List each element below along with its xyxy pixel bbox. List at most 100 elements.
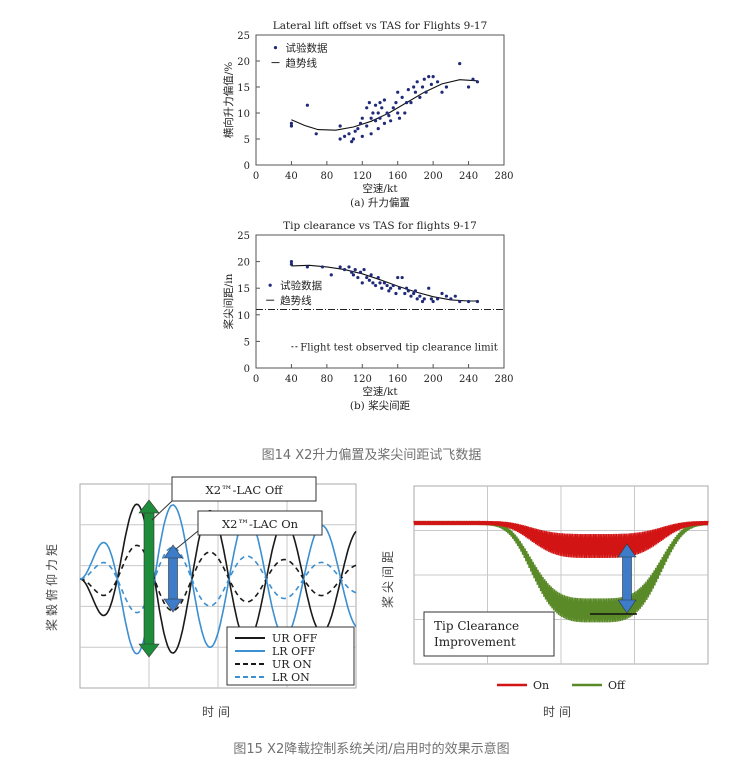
data-point xyxy=(373,119,378,123)
data-point xyxy=(369,132,373,136)
lac-on-label: X2™-LAC On xyxy=(222,517,299,531)
data-point xyxy=(418,294,422,298)
data-point xyxy=(409,294,413,298)
data-point xyxy=(365,124,369,128)
data-point xyxy=(391,106,395,110)
x-tick-label: 40 xyxy=(285,374,298,385)
data-point xyxy=(385,283,389,288)
off-amplitude-arrow xyxy=(138,499,160,658)
data-point xyxy=(376,275,380,280)
data-point xyxy=(397,286,402,290)
data-point xyxy=(289,262,294,266)
y-tick-label: 25 xyxy=(237,231,250,242)
legend-trend-label: 趋势线 xyxy=(285,57,317,70)
data-point xyxy=(458,299,462,304)
data-point xyxy=(427,286,431,290)
x-tick-label: 120 xyxy=(353,374,372,385)
data-point xyxy=(440,291,444,296)
data-point xyxy=(353,129,357,133)
data-point xyxy=(373,103,378,107)
data-point xyxy=(347,265,351,269)
data-point xyxy=(431,75,435,79)
data-point xyxy=(360,134,364,138)
data-point xyxy=(389,286,393,290)
data-point xyxy=(415,297,419,301)
series-lr-off xyxy=(79,504,357,655)
data-point xyxy=(444,85,449,89)
data-point xyxy=(351,273,356,277)
legend-label-lr-off: LR OFF xyxy=(272,645,316,658)
data-point xyxy=(475,299,480,304)
data-point xyxy=(422,77,426,81)
data-point xyxy=(358,121,363,125)
data-point xyxy=(440,90,444,94)
data-point xyxy=(431,299,435,304)
data-point xyxy=(350,270,354,274)
chart-subtitle: (b) 桨尖间距 xyxy=(350,399,411,412)
y-tick-label: 0 xyxy=(244,364,250,375)
y-tick-label: 5 xyxy=(244,337,250,348)
data-point xyxy=(367,101,371,105)
data-point xyxy=(371,281,375,285)
data-point xyxy=(338,124,342,128)
data-point xyxy=(453,294,457,298)
data-point xyxy=(412,85,416,89)
data-point xyxy=(353,267,357,272)
improvement-label-line1: Tip Clearance xyxy=(434,619,519,633)
data-point xyxy=(358,270,363,274)
data-point xyxy=(376,127,380,131)
data-point xyxy=(382,281,387,285)
data-point xyxy=(365,106,369,110)
data-point xyxy=(356,275,360,280)
plot-frame-a xyxy=(255,34,505,166)
x-tick-label: 160 xyxy=(388,374,407,385)
y-tick-label: 25 xyxy=(237,31,250,42)
data-point xyxy=(427,75,431,79)
data-point xyxy=(394,101,398,105)
hub-moment-y-label: 桨毂俯仰力矩 xyxy=(44,541,59,631)
data-point xyxy=(387,114,391,118)
series-tip-on xyxy=(413,520,709,559)
data-point xyxy=(373,283,378,288)
data-point xyxy=(412,291,416,296)
x-tick-label: 160 xyxy=(388,171,407,182)
data-point xyxy=(320,265,325,269)
y-tick-label: 15 xyxy=(237,83,250,94)
on-amplitude-arrow xyxy=(163,544,183,613)
legend-label-tip-off: Off xyxy=(608,679,626,692)
data-point xyxy=(466,85,471,89)
data-point xyxy=(378,101,382,105)
data-point xyxy=(396,111,400,115)
data-point xyxy=(367,278,371,282)
y-tick-label: 20 xyxy=(237,258,250,269)
x-tick-label: 40 xyxy=(285,171,298,182)
data-point xyxy=(397,116,402,120)
improvement-arrow-head-top xyxy=(617,543,637,558)
data-point xyxy=(420,299,425,304)
data-point xyxy=(289,121,294,125)
chart-title: Lateral lift offset vs TAS for Flights 9… xyxy=(273,20,488,32)
legend-data-label: 试验数据 xyxy=(280,279,322,292)
data-point xyxy=(350,140,354,144)
data-point xyxy=(429,297,433,301)
legend-point-swatch xyxy=(268,283,272,287)
data-point xyxy=(378,281,382,285)
x-tick-label: 240 xyxy=(459,171,478,182)
data-point xyxy=(400,95,404,99)
y-axis-label: 横向升力偏值/% xyxy=(222,62,235,139)
x-tick-label: 0 xyxy=(253,171,259,182)
data-point xyxy=(351,137,356,141)
data-point xyxy=(305,265,309,269)
data-point xyxy=(429,82,433,86)
data-point xyxy=(314,132,318,136)
figure-15-caption: 图15 X2降载控制系统关闭/启用时的效果示意图 xyxy=(233,742,510,757)
data-point xyxy=(435,80,440,84)
data-point xyxy=(369,273,373,277)
chart-subtitle: (a) 升力偏置 xyxy=(350,196,410,209)
data-point xyxy=(449,297,453,301)
off-amplitude-arrow-head-top xyxy=(138,499,160,514)
data-point xyxy=(418,95,422,99)
data-point xyxy=(396,90,400,94)
figure-14-caption: 图14 X2升力偏置及桨尖间距试飞数据 xyxy=(261,448,482,463)
legend-label-tip-on: On xyxy=(533,679,549,692)
